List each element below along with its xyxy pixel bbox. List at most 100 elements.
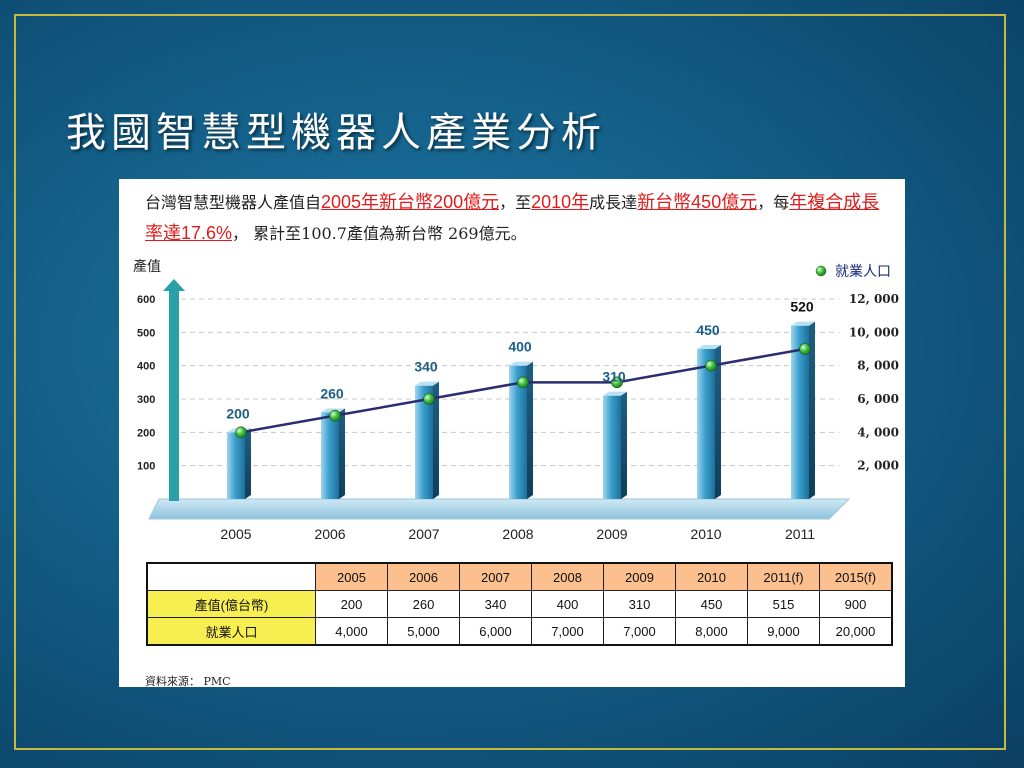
summary-part3: ，至 <box>499 193 532 212</box>
y2-tick-label: 2, 000 <box>857 459 899 473</box>
table-cell: 9,000 <box>747 617 820 646</box>
table-header-cell: 2011(f) <box>747 562 820 591</box>
table-row: 產值(億台幣) 200 260 340 400 310 450 515 900 <box>146 590 893 618</box>
legend-marker <box>815 265 827 277</box>
legend: 就業人口 <box>815 263 891 279</box>
table-header-cell: 2007 <box>459 562 532 591</box>
x-tick-label: 2007 <box>408 526 439 542</box>
y2-tick-label: 10, 000 <box>849 325 899 339</box>
line-point <box>235 426 247 439</box>
table-header-cell: 2010 <box>675 562 748 591</box>
x-tick-label: 2010 <box>690 526 721 542</box>
table-cell: 4,000 <box>315 617 388 646</box>
table-cell: 5,000 <box>387 617 460 646</box>
bar <box>509 365 527 499</box>
x-tick-label: 2011 <box>785 526 815 542</box>
slide-title: 我國智慧型機器人產業分析 <box>66 110 606 156</box>
data-label: 450 <box>696 322 720 338</box>
y-tick-label: 600 <box>137 294 155 306</box>
table-header-cell: 2008 <box>531 562 604 591</box>
bar <box>227 432 245 499</box>
chart-panel: 台灣智慧型機器人產值自2005年新台幣200億元，至2010年成長達新台幣450… <box>119 179 905 687</box>
line-point <box>423 393 435 405</box>
bar-side <box>527 361 533 499</box>
y-axis-arrow-shaft <box>169 289 179 501</box>
bar-top <box>697 345 721 349</box>
bar <box>415 385 433 499</box>
table-cell: 400 <box>531 590 604 618</box>
table-header-cell: 2015(f) <box>819 562 893 591</box>
bar-top <box>509 361 533 366</box>
summary-part1: 台灣智慧型機器人產值自 <box>145 193 322 212</box>
bar-side <box>339 408 345 499</box>
table-header-cell: 2009 <box>603 562 676 591</box>
bar-line-chart: 產值 就業人口 100 200 300 400 500 600 2, 000 4, 000 6… <box>133 258 899 542</box>
table-cell: 450 <box>675 590 748 618</box>
y-tick-label: 100 <box>137 461 155 473</box>
x-tick-label: 2009 <box>596 526 627 542</box>
table-cell: 310 <box>603 590 676 618</box>
y-tick-label: 400 <box>137 361 155 373</box>
source-note: 資料來源： PMC <box>145 675 231 687</box>
table-cell: 7,000 <box>603 617 676 646</box>
bar <box>791 325 809 499</box>
summary-part8: 年複合成長率達17.6% <box>145 192 880 243</box>
summary-text: 台灣智慧型機器人產值自2005年新台幣200億元，至2010年成長達新台幣450… <box>145 187 890 249</box>
table-corner-cell <box>146 562 316 591</box>
summary-part2: 2005年新台幣200億元 <box>321 192 500 212</box>
line-point <box>799 343 811 355</box>
legend-label: 就業人口 <box>835 263 891 279</box>
line-point <box>517 376 529 389</box>
bar-side <box>715 345 721 499</box>
y-tick-label: 500 <box>137 327 155 339</box>
data-table: 2005 2006 2007 2008 2009 2010 2011(f) 20… <box>146 562 893 646</box>
y-axis-title: 產值 <box>133 258 161 274</box>
x-tick-label: 2005 <box>220 526 251 542</box>
bar-top <box>603 391 627 396</box>
summary-part5: 成長達 <box>589 193 638 212</box>
bar-side <box>809 321 815 499</box>
bar-side <box>245 428 251 499</box>
bar-top <box>791 321 815 326</box>
table-cell: 6,000 <box>459 617 532 646</box>
x-tick-label: 2008 <box>502 526 533 542</box>
table-row-label: 就業人口 <box>146 617 316 646</box>
table-cell: 340 <box>459 590 532 618</box>
table-cell: 515 <box>747 590 820 618</box>
line-point <box>329 409 341 422</box>
table-cell: 8,000 <box>675 617 748 646</box>
y-axis-arrow-head <box>163 279 185 291</box>
table-row-label: 產值(億台幣) <box>146 590 316 618</box>
table-header-row: 2005 2006 2007 2008 2009 2010 2011(f) 20… <box>146 562 893 591</box>
bar-side <box>433 381 439 499</box>
data-label: 200 <box>226 405 250 421</box>
x-tick-label: 2006 <box>314 526 345 542</box>
bar <box>603 395 621 499</box>
data-label: 310 <box>602 369 626 385</box>
table-row: 就業人口 4,000 5,000 6,000 7,000 7,000 8,000… <box>146 617 893 646</box>
slide-frame <box>14 14 1006 750</box>
y-tick-label: 300 <box>137 394 155 406</box>
data-label: 260 <box>320 385 344 401</box>
line-point <box>611 376 623 389</box>
table-cell: 200 <box>315 590 388 618</box>
bar <box>321 412 339 499</box>
y2-tick-label: 12, 000 <box>849 292 899 306</box>
data-label: 400 <box>508 339 532 355</box>
table-header-cell: 2005 <box>315 562 388 591</box>
table-cell: 900 <box>819 590 893 618</box>
y2-tick-label: 4, 000 <box>857 425 899 439</box>
chart-floor <box>148 498 851 520</box>
table-cell: 20,000 <box>819 617 893 646</box>
y2-tick-label: 8, 000 <box>857 359 899 373</box>
summary-part9: ， 累計至100.7產值為新台幣 269億元。 <box>232 224 527 243</box>
line-point <box>705 359 717 372</box>
table-cell: 260 <box>387 590 460 618</box>
table-cell: 7,000 <box>531 617 604 646</box>
summary-part7: ，每 <box>757 193 790 212</box>
table-header-cell: 2006 <box>387 562 460 591</box>
data-label: 520 <box>790 299 814 315</box>
bar <box>697 349 715 499</box>
bar-top <box>415 381 439 386</box>
bar-side <box>621 391 627 499</box>
